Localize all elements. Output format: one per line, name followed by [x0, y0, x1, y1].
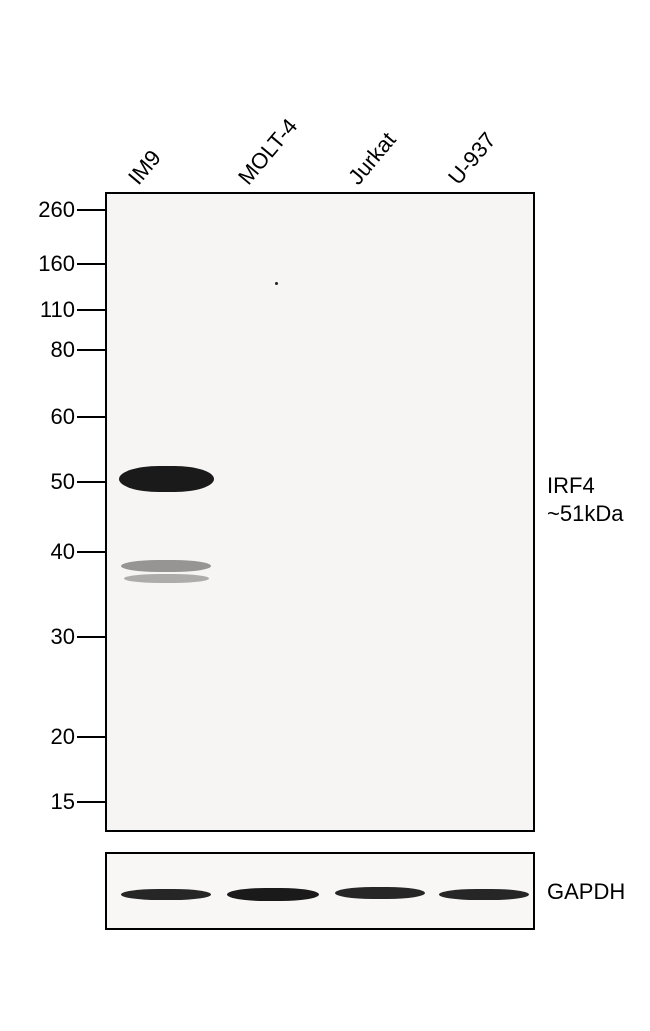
lane-label-jurkat: Jurkat [343, 127, 401, 190]
band-gapdh-jurkat [335, 887, 425, 899]
mw-marker: 20 [51, 725, 105, 749]
band-gapdh-u937 [439, 889, 529, 900]
mw-marker: 260 [38, 198, 105, 222]
mw-tick [77, 209, 105, 211]
mw-tick [77, 801, 105, 803]
mw-tick [77, 263, 105, 265]
mw-value: 110 [40, 297, 77, 323]
mw-tick [77, 309, 105, 311]
mw-value: 60 [51, 404, 77, 430]
mw-value: 80 [51, 337, 77, 363]
target-label: IRF4 ~51kDa [547, 472, 623, 527]
loading-control-label: GAPDH [547, 878, 625, 906]
mw-tick [77, 481, 105, 483]
mw-tick [77, 636, 105, 638]
band-gapdh-im9 [121, 889, 211, 900]
mw-value: 160 [38, 251, 77, 277]
lane-label-u937: U-937 [443, 127, 501, 190]
mw-tick [77, 416, 105, 418]
mw-tick [77, 551, 105, 553]
band-irf4-im9 [119, 466, 214, 492]
lane-label-molt4: MOLT-4 [233, 114, 303, 190]
gapdh-blot-panel [105, 852, 535, 930]
mw-marker: 160 [38, 252, 105, 276]
mw-marker: 15 [51, 790, 105, 814]
band-secondary-im9 [121, 560, 211, 572]
western-blot-figure: IM9 MOLT-4 Jurkat U-937 260 160 110 80 6… [0, 0, 650, 1031]
blot-speck [275, 282, 278, 285]
band-gapdh-molt4 [227, 888, 319, 901]
mw-marker: 50 [51, 470, 105, 494]
molecular-weight-markers: 260 160 110 80 60 50 40 30 20 15 [0, 192, 105, 832]
mw-value: 15 [51, 789, 77, 815]
mw-marker: 30 [51, 625, 105, 649]
mw-value: 40 [51, 539, 77, 565]
mw-marker: 110 [40, 298, 105, 322]
lane-label-im9: IM9 [123, 145, 166, 190]
gapdh-label: GAPDH [547, 878, 625, 906]
mw-value: 260 [38, 197, 77, 223]
mw-tick [77, 736, 105, 738]
mw-marker: 40 [51, 540, 105, 564]
mw-value: 50 [51, 469, 77, 495]
mw-tick [77, 349, 105, 351]
mw-marker: 80 [51, 338, 105, 362]
main-blot-panel [105, 192, 535, 832]
mw-marker: 60 [51, 405, 105, 429]
band-tertiary-im9 [124, 574, 209, 583]
lane-labels: IM9 MOLT-4 Jurkat U-937 [105, 100, 535, 190]
target-name: IRF4 [547, 472, 623, 500]
target-size: ~51kDa [547, 500, 623, 528]
mw-value: 20 [51, 724, 77, 750]
mw-value: 30 [51, 624, 77, 650]
